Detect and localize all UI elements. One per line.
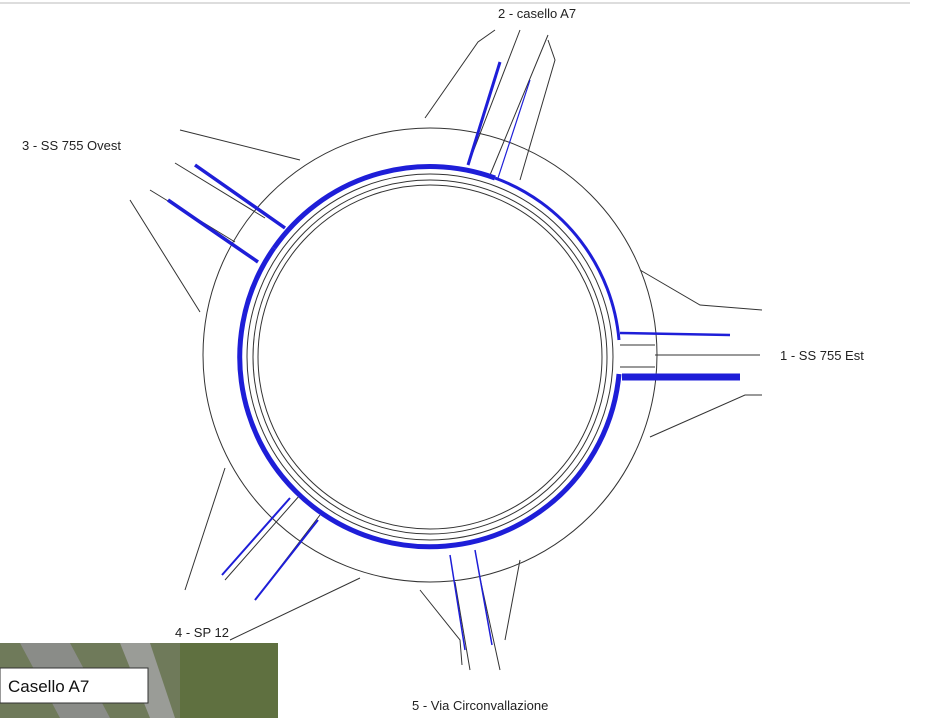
- road-outlines: [129, 29, 763, 671]
- flow-arc: [237, 246, 622, 550]
- arm-label: 4 - SP 12: [175, 625, 229, 640]
- inset-label: Casello A7: [8, 677, 89, 696]
- flow-arm-1: [619, 331, 731, 337]
- flow-arm-4: [221, 497, 319, 601]
- arm-label: 2 - casello A7: [498, 6, 576, 21]
- flow-arm-3: [167, 163, 287, 264]
- traffic-flows: [167, 61, 740, 651]
- flow-arc: [271, 164, 496, 250]
- flow-arm-2: [466, 61, 502, 166]
- inset-photo: Casello A7: [0, 643, 278, 718]
- flow-arm-5: [449, 549, 493, 651]
- arm-label: 5 - Via Circonvallazione: [412, 698, 548, 713]
- flow-arm-2: [497, 79, 531, 179]
- flow-arc: [494, 176, 621, 341]
- arm-label: 1 - SS 755 Est: [780, 348, 864, 363]
- arm-label: 3 - SS 755 Ovest: [22, 138, 121, 153]
